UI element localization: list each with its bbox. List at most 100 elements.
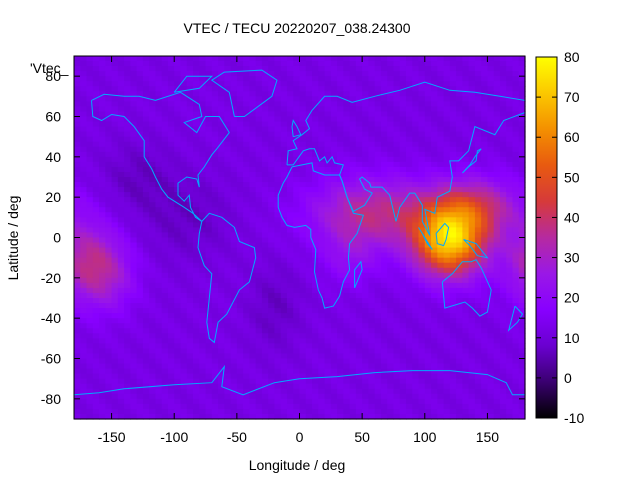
heatmap-cell [305,383,313,390]
heatmap-cell [243,242,250,249]
heatmap-cell [412,373,420,380]
heatmap-cell [468,237,476,244]
heatmap-cell [424,272,432,279]
heatmap-cell [443,121,451,128]
heatmap-cell [274,156,282,163]
heatmap-cell [518,267,526,274]
heatmap-cell [255,383,263,390]
heatmap-cell [443,207,451,213]
heatmap-cell [324,398,332,405]
heatmap-cell [186,277,194,284]
heatmap-cell [481,348,489,355]
heatmap-cell [249,86,257,92]
heatmap-cell [512,287,520,294]
heatmap-cell [230,282,238,289]
heatmap-cell [355,368,363,375]
heatmap-cell [211,217,219,223]
heatmap-cell [261,298,269,304]
heatmap-cell [236,96,244,102]
heatmap-cell [124,212,131,218]
heatmap-cell [374,207,382,213]
heatmap-cell [312,187,319,193]
heatmap-cell [449,161,457,168]
heatmap-cell [117,161,125,168]
heatmap-cell [324,252,332,259]
heatmap-cell [337,187,344,193]
heatmap-cell [186,378,194,385]
heatmap-cell [74,338,81,344]
heatmap-cell [499,197,507,203]
heatmap-cell [286,86,294,92]
heatmap-cell [130,287,138,294]
heatmap-cell [512,161,520,168]
heatmap-cell [99,207,106,213]
heatmap-cell [343,227,351,234]
heatmap-cell [437,192,445,198]
heatmap-cell [236,202,244,208]
heatmap-cell [249,71,257,77]
heatmap-cell [86,217,94,223]
heatmap-cell [468,111,476,118]
heatmap-cell [142,217,150,223]
heatmap-cell [312,106,319,113]
heatmap-cell [424,177,432,183]
heatmap-cell [161,141,169,148]
heatmap-cell [399,151,407,158]
heatmap-cell [305,262,313,269]
heatmap-cell [481,217,489,223]
heatmap-cell [456,378,463,385]
heatmap-cell [236,313,244,319]
heatmap-cell [355,156,363,163]
heatmap-cell [155,318,163,324]
heatmap-cell [236,298,244,304]
heatmap-cell [368,303,376,309]
heatmap-cell [105,262,113,269]
heatmap-cell [518,272,526,279]
heatmap-cell [437,91,445,97]
heatmap-cell [299,111,307,118]
heatmap-cell [374,378,382,385]
heatmap-cell [105,298,113,304]
heatmap-cell [431,363,438,370]
heatmap-cell [412,282,420,289]
heatmap-cell [468,156,476,163]
heatmap-cell [493,277,501,284]
heatmap-cell [155,388,163,395]
heatmap-cell [512,298,520,304]
heatmap-cell [105,358,113,365]
heatmap-cell [199,86,207,92]
heatmap-cell [105,116,113,123]
heatmap-cell [261,282,269,289]
heatmap-cell [92,262,100,269]
heatmap-cell [299,292,307,299]
heatmap-cell [211,277,219,284]
heatmap-cell [387,378,395,385]
heatmap-cell [412,141,420,148]
heatmap-cell [243,56,250,62]
heatmap-cell [493,227,501,234]
heatmap-cell [105,71,113,77]
heatmap-cell [255,156,263,163]
heatmap-cell [124,398,131,405]
heatmap-cell [268,166,276,173]
heatmap-cell [437,282,445,289]
heatmap-cell [155,131,163,138]
heatmap-cell [193,308,200,314]
heatmap-cell [299,388,307,395]
heatmap-cell [330,247,338,254]
heatmap-cell [80,56,88,62]
heatmap-cell [474,146,482,153]
heatmap-cell [474,303,482,309]
heatmap-cell [180,116,188,123]
heatmap-cell [449,192,457,198]
heatmap-cell [293,166,301,173]
heatmap-cell [418,81,426,87]
heatmap-cell [456,66,463,72]
heatmap-cell [506,116,514,123]
heatmap-cell [330,217,338,223]
heatmap-cell [249,298,257,304]
heatmap-cell [349,101,357,108]
heatmap-cell [399,358,407,365]
heatmap-cell [280,177,288,183]
heatmap-cell [155,86,163,92]
